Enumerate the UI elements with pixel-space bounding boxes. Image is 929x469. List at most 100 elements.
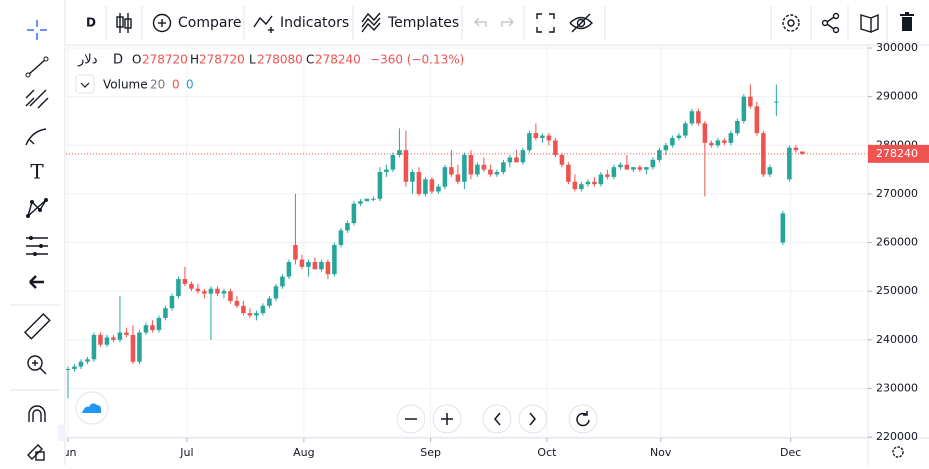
text-tool-icon[interactable]: T [30, 160, 44, 184]
hide-button[interactable] [569, 13, 593, 33]
chart-style-button[interactable] [116, 13, 132, 33]
templates-button[interactable]: Templates [361, 12, 459, 33]
open-label: O [132, 53, 141, 67]
candle-body [696, 111, 701, 124]
candle-body [306, 262, 311, 267]
axis-settings[interactable] [892, 446, 904, 458]
candle-body [624, 164, 630, 170]
candle-body [592, 181, 597, 185]
left-toolbar[interactable]: T [10, 20, 60, 461]
candle-body [475, 164, 480, 175]
candle-body [702, 123, 708, 143]
candle-body [267, 298, 272, 306]
candle-body [371, 198, 376, 200]
candle-body [273, 286, 279, 299]
candle-body [780, 213, 786, 243]
indicators-label[interactable]: Indicators [280, 15, 349, 31]
candle-body [657, 150, 662, 160]
candle-body [618, 164, 623, 168]
compare-button[interactable]: Compare [152, 13, 242, 33]
candle-body [670, 137, 675, 146]
candle-body [104, 337, 110, 345]
x-tick-label: Nov [650, 446, 672, 459]
x-tick-label: Oct [537, 446, 557, 459]
candle-body [91, 334, 97, 360]
candle-body [377, 172, 383, 199]
x-tick-label: Jul [179, 446, 193, 459]
volume-value: 0 [172, 78, 180, 92]
snapshot-button[interactable] [860, 13, 879, 33]
delete-button[interactable] [900, 12, 914, 31]
scroll-handle[interactable] [58, 425, 66, 441]
candle-body [767, 167, 773, 175]
candle-body [286, 262, 292, 277]
candle-body [481, 164, 487, 170]
compare-label[interactable]: Compare [178, 15, 242, 31]
interval-button[interactable]: D [86, 16, 96, 30]
candle-body [254, 313, 259, 316]
candle-body [572, 181, 578, 190]
candle-body [774, 101, 779, 103]
candle-body [117, 332, 123, 340]
candle-body [761, 133, 766, 175]
candle-body [299, 259, 305, 267]
candle-body [98, 334, 103, 345]
candle-body [280, 276, 285, 287]
candle-body [150, 325, 155, 331]
candle-body [715, 140, 721, 146]
candle-body [585, 181, 591, 185]
last-price-badge [868, 144, 929, 163]
candle-body [800, 151, 805, 154]
candle-body [319, 262, 324, 270]
low-value: 278080 [257, 53, 303, 67]
high-label: H [190, 53, 199, 67]
templates-label[interactable]: Templates [387, 15, 459, 31]
candle-body [728, 133, 734, 143]
candle-body [325, 262, 331, 275]
y-tick-label: 260000 [876, 236, 918, 249]
candle-body [442, 167, 448, 187]
share-button[interactable] [821, 12, 840, 34]
candle-body [72, 366, 77, 369]
symbol-name: دلار [77, 53, 98, 68]
fullscreen-button[interactable] [536, 13, 555, 33]
candle-body [650, 159, 656, 168]
y-tick-label: 300000 [876, 41, 918, 54]
candle-body [741, 96, 747, 121]
candle-body [208, 288, 214, 294]
undo-redo[interactable] [474, 17, 514, 27]
candle-body [345, 223, 350, 231]
candle-body [390, 155, 396, 170]
legend: دلار D O 278720 H 278720 L 278080 C 2782… [75, 53, 464, 94]
candle-body [735, 120, 740, 134]
settings-button[interactable] [782, 14, 800, 32]
candle-body [163, 308, 168, 318]
collapse-button[interactable] [75, 74, 95, 94]
indicators-button[interactable]: Indicators [253, 15, 349, 33]
candle-body [228, 291, 233, 301]
candle-body [455, 174, 461, 182]
close-label: C [306, 53, 314, 67]
candle-body [449, 167, 454, 175]
logo[interactable] [75, 391, 109, 425]
volume-length: 20 [150, 78, 165, 92]
volume-ma: 0 [186, 78, 194, 92]
candle-body [689, 111, 695, 124]
y-tick-label: 220000 [876, 430, 918, 443]
candle-body [293, 244, 298, 260]
x-tick-label: Jun [58, 446, 76, 459]
candle-body [787, 147, 792, 180]
candle-body [683, 123, 688, 136]
candle-body [559, 155, 565, 165]
candle-body [137, 332, 142, 362]
candle-body [468, 155, 474, 175]
candle-body [234, 300, 240, 306]
candle-body [78, 361, 84, 367]
low-label: L [249, 53, 256, 67]
candle-body [66, 368, 71, 370]
candle-body [189, 283, 194, 289]
candle-body [124, 332, 129, 335]
y-tick-label: 250000 [876, 284, 918, 297]
change-value: −360 (−0.13%) [370, 53, 464, 67]
